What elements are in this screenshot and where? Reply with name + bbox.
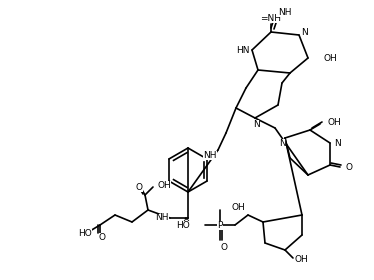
Text: =NH: =NH bbox=[261, 13, 282, 22]
Text: O: O bbox=[98, 232, 105, 241]
Text: NH: NH bbox=[155, 213, 169, 223]
Text: HO: HO bbox=[78, 228, 92, 237]
Text: OH: OH bbox=[232, 202, 246, 211]
Text: OH: OH bbox=[157, 181, 171, 190]
Text: O: O bbox=[135, 183, 142, 192]
Text: O: O bbox=[346, 162, 353, 171]
Text: OH: OH bbox=[328, 118, 342, 127]
Text: N: N bbox=[254, 120, 260, 129]
Text: O: O bbox=[221, 244, 227, 253]
Text: P: P bbox=[217, 221, 223, 230]
Text: N: N bbox=[280, 139, 286, 148]
Text: OH: OH bbox=[295, 255, 309, 265]
Text: HO: HO bbox=[176, 221, 190, 230]
Text: HN: HN bbox=[236, 46, 250, 55]
Text: NH: NH bbox=[203, 151, 217, 160]
Text: N: N bbox=[301, 27, 309, 36]
Text: NH: NH bbox=[278, 8, 291, 17]
Text: O: O bbox=[183, 218, 190, 227]
Text: N: N bbox=[335, 139, 341, 148]
Text: OH: OH bbox=[324, 53, 338, 62]
